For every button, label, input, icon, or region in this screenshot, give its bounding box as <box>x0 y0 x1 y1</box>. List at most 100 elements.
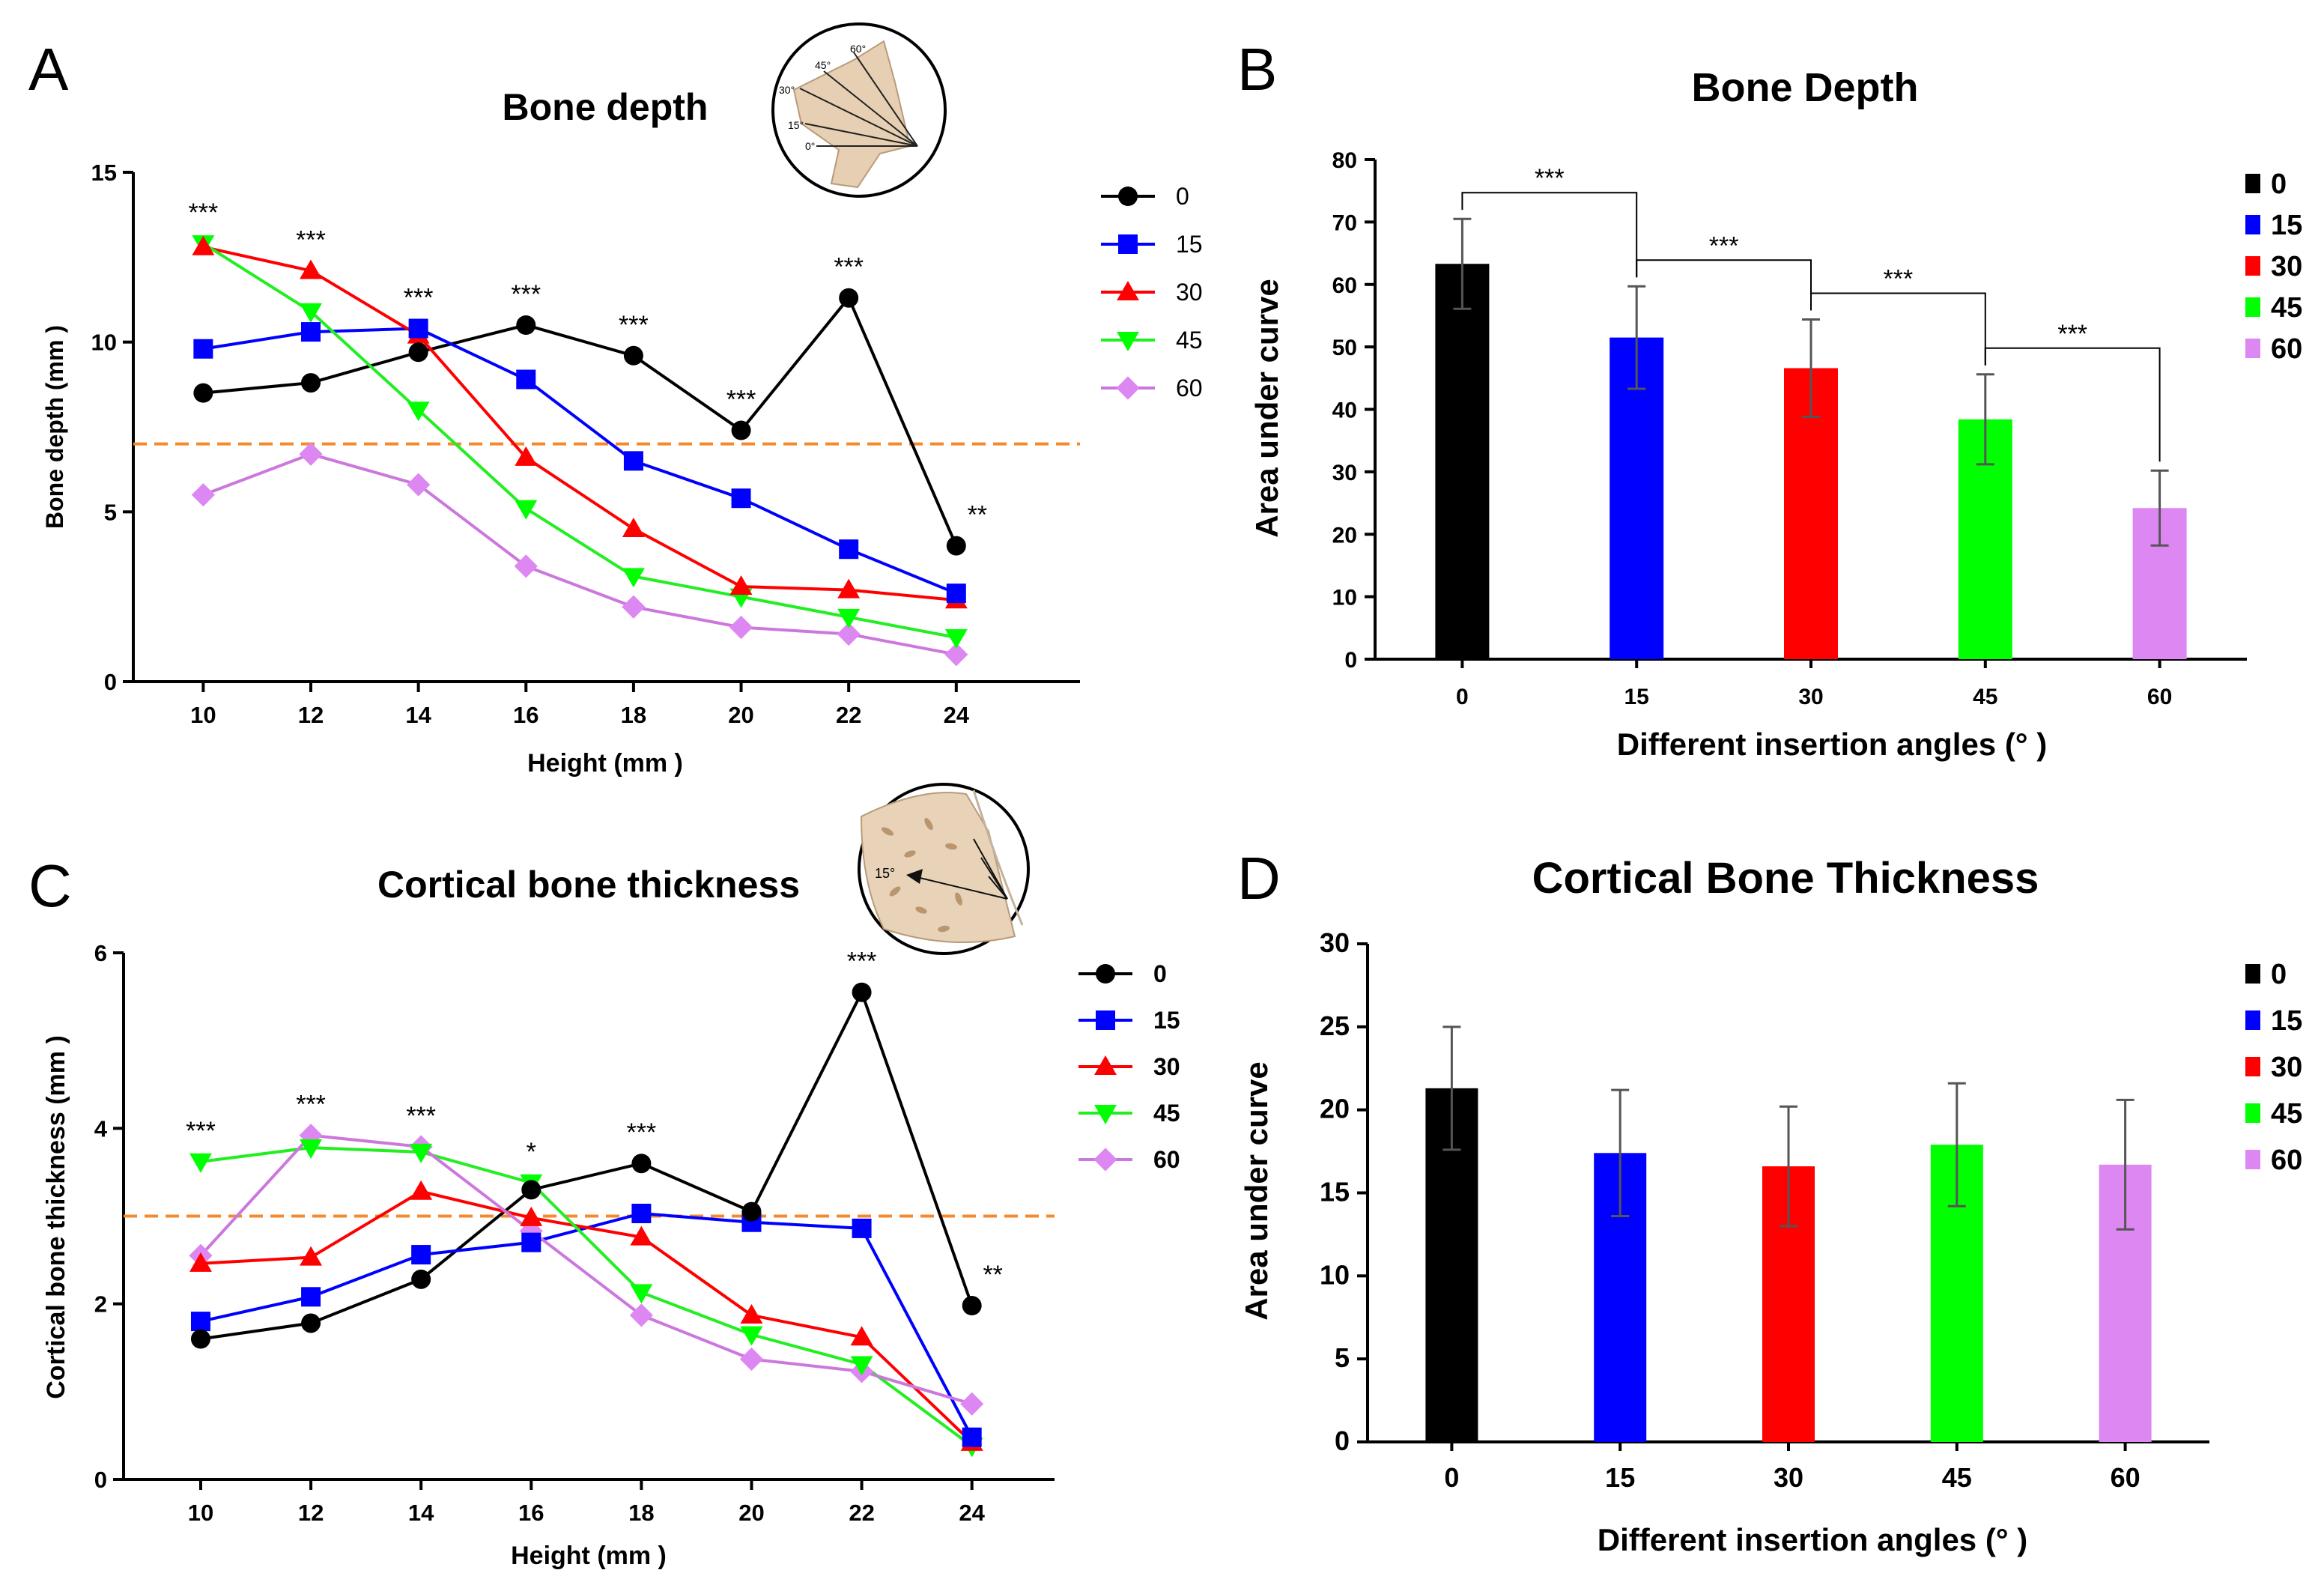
legend-30-label: 30 <box>1153 1053 1180 1080</box>
series-30-point <box>729 575 753 596</box>
series-60-point <box>944 643 968 667</box>
y-tick-label: 5 <box>104 499 117 525</box>
x-tick-label: 60 <box>2147 685 2172 709</box>
legend-30-marker <box>1117 281 1139 301</box>
series-15-point <box>731 488 751 509</box>
panel-a-inset-label-45: 45° <box>815 59 831 71</box>
x-tick-label: 18 <box>628 1500 654 1526</box>
bar-15 <box>1609 337 1664 659</box>
series-15-point <box>516 369 536 390</box>
y-tick-label: 50 <box>1332 336 1357 360</box>
legend-45-swatch <box>2245 297 2260 317</box>
series-30-point <box>515 446 538 466</box>
y-tick-label: 25 <box>1320 1010 1350 1041</box>
significance-marker: ** <box>968 501 987 530</box>
series-0-line <box>203 294 958 547</box>
series-15-line <box>203 327 957 595</box>
panel-c-xlabel: Height (mm ) <box>511 1542 667 1570</box>
x-tick-label: 12 <box>298 1500 324 1526</box>
legend-15-label: 15 <box>1176 231 1203 258</box>
comparison-label: *** <box>1884 264 1914 293</box>
y-tick-label: 80 <box>1332 148 1357 173</box>
legend-0-label: 0 <box>1153 960 1167 987</box>
series-30-point <box>410 1180 433 1200</box>
series-30-point <box>740 1303 763 1324</box>
legend-30-label: 30 <box>2271 251 2302 282</box>
series-60-point <box>837 622 861 646</box>
series-15-point <box>411 1245 431 1265</box>
series-15-point <box>408 318 428 339</box>
significance-marker: *** <box>296 225 326 254</box>
series-45-point <box>410 1143 433 1163</box>
legend-60-swatch <box>2245 1150 2260 1169</box>
panel-a-ylabel: Bone depth (mm ) <box>41 325 68 529</box>
y-tick-label: 10 <box>1332 586 1357 610</box>
legend-60-label: 60 <box>2271 1145 2302 1176</box>
panel-c-inset-label-15: 15° <box>875 866 895 881</box>
x-tick-label: 10 <box>190 702 216 728</box>
series-45-point <box>515 500 538 520</box>
comparison-bracket <box>1636 259 1812 311</box>
legend-0-marker <box>1118 187 1138 206</box>
series-15-point <box>301 322 321 342</box>
bar-0 <box>1435 264 1490 660</box>
x-tick-label: 15 <box>1624 685 1649 709</box>
series-60-point <box>622 595 646 619</box>
legend-60-swatch <box>2245 339 2260 358</box>
legend-15-marker <box>1118 234 1138 254</box>
series-45-point <box>944 629 968 649</box>
x-tick-label: 16 <box>513 702 538 728</box>
legend-45-label: 45 <box>1153 1100 1180 1127</box>
y-tick-label: 15 <box>1320 1177 1350 1207</box>
panel-a-inset-label-60: 60° <box>850 43 866 55</box>
series-0-point <box>301 1313 321 1333</box>
series-15-point <box>962 1427 982 1447</box>
series-0-point <box>741 1201 762 1222</box>
series-0-point <box>193 383 213 403</box>
panel-a-inset-label-0: 0° <box>805 140 815 152</box>
x-tick-label: 14 <box>405 702 431 728</box>
panel-label-a: A <box>28 36 69 103</box>
series-15-point <box>946 584 966 604</box>
legend-60-marker <box>1116 376 1140 400</box>
legend-15-swatch <box>2245 1010 2260 1030</box>
series-0-point <box>190 1329 210 1349</box>
panel-label-b: B <box>1237 36 1277 103</box>
x-tick-label: 45 <box>1973 685 1997 709</box>
series-0-point <box>521 1180 541 1200</box>
significance-marker: *** <box>511 280 541 309</box>
panel-a-inset-label-30: 30° <box>779 84 795 96</box>
panel-a-title: Bone depth <box>503 86 709 128</box>
series-60-point <box>191 483 215 507</box>
series-30-point <box>189 1252 212 1272</box>
x-tick-label: 14 <box>408 1500 434 1526</box>
y-tick-label: 0 <box>104 669 117 695</box>
legend-60-label: 60 <box>2271 333 2302 365</box>
comparison-bracket <box>1810 292 1986 366</box>
significance-marker: *** <box>186 1117 216 1145</box>
panel-d-title: Cortical Bone Thickness <box>1532 854 2039 903</box>
series-15-point <box>301 1287 321 1307</box>
series-30-point <box>622 518 645 538</box>
series-15-point <box>852 1218 872 1238</box>
significance-marker: *** <box>627 1118 657 1147</box>
x-tick-label: 0 <box>1444 1462 1459 1493</box>
x-tick-label: 45 <box>1942 1462 1972 1493</box>
y-tick-label: 4 <box>94 1115 108 1142</box>
y-tick-label: 30 <box>1320 927 1350 958</box>
legend-15-marker <box>1096 1010 1115 1030</box>
series-30-point <box>850 1326 873 1346</box>
series-0-point <box>946 536 966 556</box>
y-tick-label: 15 <box>91 160 117 186</box>
series-45-point <box>837 608 861 628</box>
x-tick-label: 20 <box>728 702 753 728</box>
series-45-point <box>740 1326 763 1346</box>
series-60-point <box>407 473 431 497</box>
significance-marker: *** <box>726 386 756 414</box>
series-30-point <box>837 578 861 598</box>
comparison-label: *** <box>1709 231 1739 260</box>
panel-b-title: Bone Depth <box>1692 65 1919 110</box>
y-tick-label: 0 <box>1335 1425 1350 1456</box>
series-45-point <box>300 1139 323 1160</box>
